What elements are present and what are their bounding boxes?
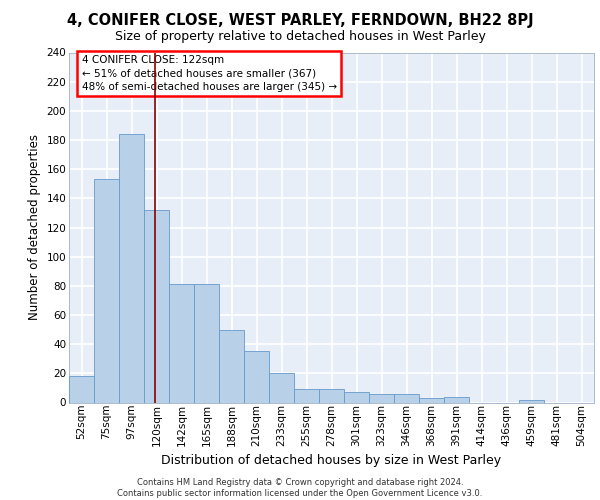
Text: Contains HM Land Registry data © Crown copyright and database right 2024.
Contai: Contains HM Land Registry data © Crown c… [118, 478, 482, 498]
Bar [419, 398, 444, 402]
Bar [294, 390, 319, 402]
Bar [119, 134, 144, 402]
Bar [269, 374, 294, 402]
Text: 4 CONIFER CLOSE: 122sqm
← 51% of detached houses are smaller (367)
48% of semi-d: 4 CONIFER CLOSE: 122sqm ← 51% of detache… [82, 56, 337, 92]
Bar [394, 394, 419, 402]
Bar [519, 400, 544, 402]
Bar [219, 330, 244, 402]
Bar [144, 210, 169, 402]
Bar [244, 352, 269, 403]
Text: 4, CONIFER CLOSE, WEST PARLEY, FERNDOWN, BH22 8PJ: 4, CONIFER CLOSE, WEST PARLEY, FERNDOWN,… [67, 12, 533, 28]
X-axis label: Distribution of detached houses by size in West Parley: Distribution of detached houses by size … [161, 454, 502, 468]
Bar [69, 376, 94, 402]
Bar [94, 180, 119, 402]
Text: Size of property relative to detached houses in West Parley: Size of property relative to detached ho… [115, 30, 485, 43]
Bar [444, 396, 469, 402]
Y-axis label: Number of detached properties: Number of detached properties [28, 134, 41, 320]
Bar [369, 394, 394, 402]
Bar [194, 284, 219, 403]
Bar [169, 284, 194, 403]
Bar [344, 392, 369, 402]
Bar [319, 390, 344, 402]
